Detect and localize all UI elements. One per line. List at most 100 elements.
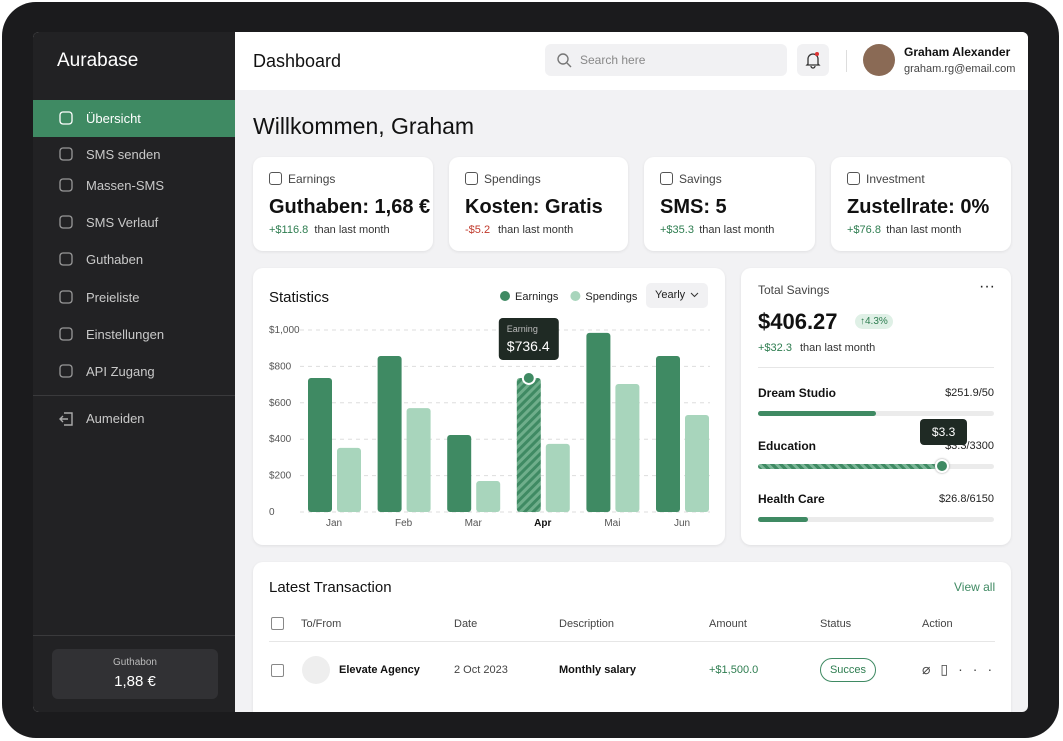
x-tick-label: Jun <box>674 518 690 529</box>
card-note: than last month <box>498 224 574 236</box>
goal-name: Health Care <box>758 492 825 506</box>
balance-value: 1,88 € <box>114 673 156 690</box>
card-icon <box>269 172 282 185</box>
goal-name: Dream Studio <box>758 386 837 400</box>
logout[interactable]: Aumeiden <box>86 411 145 426</box>
cell-date: 2 Oct 2023 <box>454 664 508 676</box>
card-change: +$116.8 <box>269 224 309 236</box>
y-tick-label: $600 <box>269 398 292 409</box>
sidebar: Aurabase Übersicht SMS senden Massen-SMS SM… <box>33 32 235 712</box>
card-label: Savings <box>679 172 722 186</box>
savings-card: Total Savings ··· $406.27 ↑4.3% +$32.3 t… <box>741 268 1011 545</box>
icon-shape <box>59 147 73 161</box>
icon-shape <box>59 327 73 341</box>
card-change: +$76.8 <box>847 224 881 236</box>
nav-item[interactable]: Guthaben <box>86 252 144 267</box>
y-tick-label: $200 <box>269 471 292 482</box>
nav-icon <box>59 252 73 266</box>
column-header: Amount <box>709 618 747 630</box>
stat-card: Spendings Kosten: Gratis -$5.2 than last mo… <box>449 157 628 251</box>
cell-name: Elevate Agency <box>339 664 420 676</box>
divider <box>846 50 847 72</box>
nav-item[interactable]: API Zugang <box>86 364 155 379</box>
bar <box>656 356 680 512</box>
card-icon <box>660 172 673 185</box>
screen: Aurabase Übersicht SMS senden Massen-SMS SM… <box>33 32 1028 712</box>
card-icon <box>465 172 478 185</box>
column-header: Status <box>820 618 852 630</box>
card-icon <box>847 172 860 185</box>
row-logo <box>302 656 330 684</box>
x-tick-label: Jan <box>326 518 342 529</box>
bar <box>406 408 431 512</box>
nav-item[interactable]: SMS senden <box>86 147 161 162</box>
search-box[interactable]: Search here <box>545 44 787 76</box>
legend-label: Earnings <box>515 291 559 303</box>
more-button[interactable]: ··· <box>979 278 995 295</box>
nav-item[interactable]: Massen-SMS <box>86 178 165 193</box>
nav-item[interactable]: SMS Verlauf <box>86 215 159 230</box>
savings-value: $406.27 <box>758 309 838 334</box>
progress-fill <box>758 411 876 416</box>
divider <box>33 395 235 396</box>
bar <box>447 435 472 512</box>
bar <box>586 332 611 512</box>
card-value: Kosten: Gratis <box>465 196 603 218</box>
action-buttons[interactable]: ⌀▯··· <box>922 661 1003 677</box>
nav-item[interactable]: Einstellungen <box>86 327 165 342</box>
savings-title: Total Savings <box>758 283 830 297</box>
column-header: Description <box>559 618 615 630</box>
savings-note: than last month <box>800 342 876 354</box>
bar <box>308 378 332 512</box>
active-nav-bg <box>33 100 235 137</box>
page-title: Dashboard <box>253 51 342 71</box>
icon-shape <box>59 178 73 192</box>
card-label: Spendings <box>484 172 541 186</box>
card-value: SMS: 5 <box>660 196 727 218</box>
x-tick-label: Feb <box>395 518 413 529</box>
nav-icon <box>59 147 73 161</box>
bell-button[interactable] <box>797 44 829 76</box>
period-select[interactable]: Yearly <box>646 283 708 308</box>
nav-item[interactable]: Preieliste <box>86 290 140 305</box>
tooltip-label: Earning <box>507 324 538 334</box>
chevron <box>690 292 699 298</box>
view-all[interactable]: View all <box>954 580 996 594</box>
welcome: Willkommen, Graham <box>253 113 475 139</box>
nav-icon <box>59 327 73 341</box>
transactions-card: Latest Transaction View all To/From Date D… <box>253 562 1011 712</box>
bar-chart: $1,000 $800 $600 $400 $200 0 Earnings Spendings… <box>269 291 710 529</box>
logout-icon <box>59 412 73 426</box>
tooltip-box <box>498 317 559 360</box>
nav-item[interactable]: Übersicht <box>86 111 141 126</box>
nav-icon <box>59 290 73 304</box>
y-tick-label: $1,000 <box>269 325 300 336</box>
bar <box>685 414 709 512</box>
savings-badge: ↑4.3% <box>855 314 893 329</box>
goal-name: Education <box>758 439 817 453</box>
column-header: To/From <box>301 618 342 630</box>
icon-shape <box>59 290 73 304</box>
cell-description: Monthly salary <box>559 664 637 676</box>
card-note: than last month <box>886 224 962 236</box>
stat-card: Earnings Guthaben: 1,68 € +$116.8 than last… <box>253 157 433 251</box>
progress-knob[interactable] <box>935 459 950 473</box>
x-tick-label: Mai <box>604 518 620 529</box>
checkbox[interactable] <box>271 664 284 677</box>
bar <box>337 447 361 512</box>
highlight-marker <box>523 372 534 383</box>
avatar[interactable] <box>863 44 895 76</box>
x-tick-label: Mar <box>465 518 483 529</box>
goal-amount: $251.9/50 <box>945 387 994 399</box>
statistics-title: Statistics <box>269 289 330 306</box>
progress-fill <box>758 517 808 522</box>
transactions-title: Latest Transaction <box>269 579 392 596</box>
bell-icon <box>805 52 821 69</box>
y-tick-label: 0 <box>269 507 275 518</box>
card-change: -$5.2 <box>465 224 491 236</box>
checkbox[interactable] <box>271 617 284 630</box>
progress-track <box>758 411 994 416</box>
user-name: Graham Alexander <box>904 45 1011 59</box>
header: Dashboard Search here Graham Alexander g… <box>235 32 1028 90</box>
